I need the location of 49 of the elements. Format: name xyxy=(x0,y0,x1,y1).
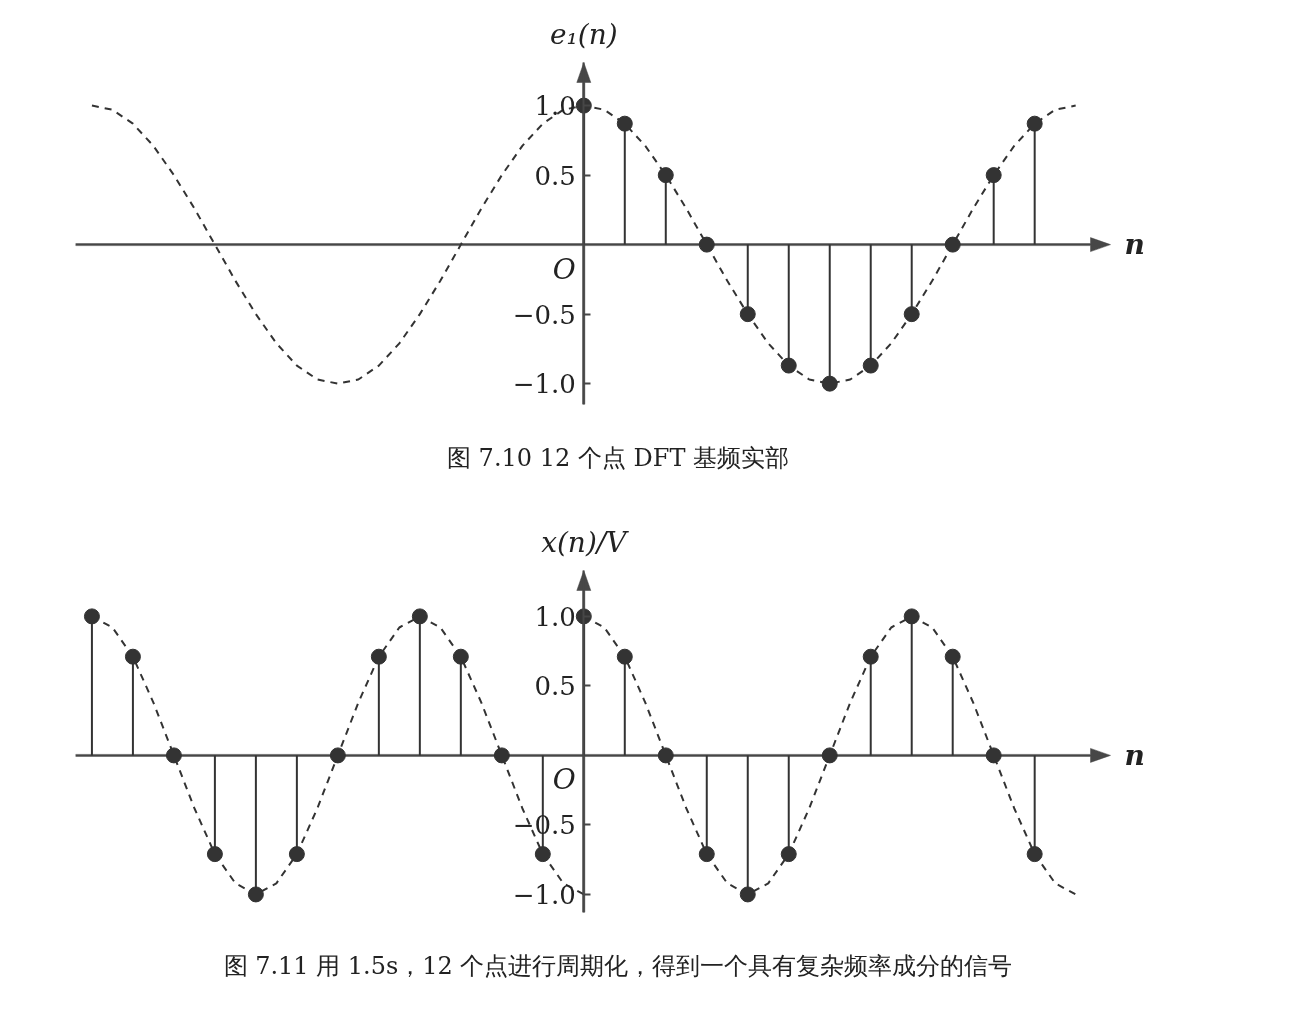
y-tick-label: 0.5 xyxy=(534,671,576,702)
point xyxy=(370,648,387,665)
point xyxy=(739,886,756,903)
y-tick-label: −0.5 xyxy=(512,299,576,330)
point xyxy=(1026,115,1043,132)
point xyxy=(452,648,469,665)
point xyxy=(493,747,510,764)
point xyxy=(903,306,920,323)
point xyxy=(780,357,797,374)
point xyxy=(329,747,346,764)
x-axis-title: n xyxy=(1124,228,1145,262)
point xyxy=(862,357,879,374)
point xyxy=(657,167,674,184)
point xyxy=(288,846,305,863)
point xyxy=(124,648,141,665)
y-tick-label: 1.0 xyxy=(534,601,576,632)
point xyxy=(1026,846,1043,863)
point xyxy=(616,648,633,665)
point xyxy=(206,846,223,863)
y-tick-label: 0.5 xyxy=(534,160,576,191)
point xyxy=(165,747,182,764)
y-tick-label: −1.0 xyxy=(512,879,576,910)
annotation: O xyxy=(552,252,576,286)
point xyxy=(903,608,920,625)
point xyxy=(862,648,879,665)
point xyxy=(247,886,264,903)
point xyxy=(698,846,715,863)
text: 图 7.10 12 个点 DFT 基频实部 xyxy=(446,443,790,472)
point xyxy=(985,747,1002,764)
point xyxy=(944,648,961,665)
text: 图 7.11 用 1.5s，12 个点进行周期化，得到一个具有复杂频率成分的信号 xyxy=(223,951,1013,980)
point xyxy=(944,236,961,253)
point xyxy=(411,608,428,625)
y-tick-label: 1.0 xyxy=(534,91,576,122)
y-tick-label: −1.0 xyxy=(512,369,576,400)
point xyxy=(821,375,838,392)
point xyxy=(739,306,756,323)
point xyxy=(83,608,100,625)
point xyxy=(657,747,674,764)
y-axis-title: e₁(n) xyxy=(549,17,618,51)
x-axis-title: n xyxy=(1124,738,1145,772)
point xyxy=(534,846,551,863)
point xyxy=(821,747,838,764)
point xyxy=(985,167,1002,184)
point xyxy=(698,236,715,253)
point xyxy=(780,846,797,863)
point xyxy=(616,115,633,132)
annotation: O xyxy=(552,763,576,797)
y-axis-title: x(n)/V xyxy=(541,525,630,559)
